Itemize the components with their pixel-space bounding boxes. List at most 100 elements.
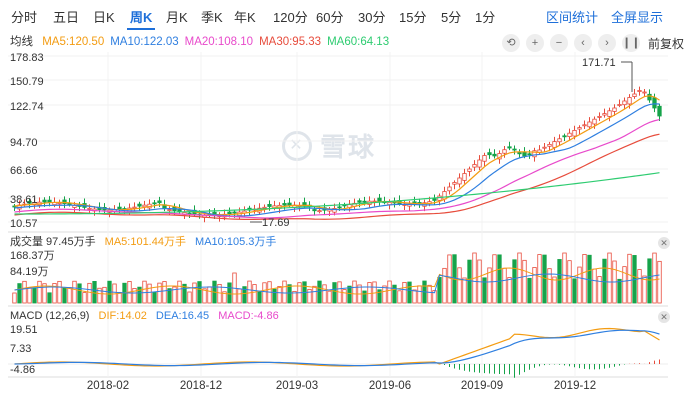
volume-ma5: MA5:101.44万手 (104, 236, 186, 248)
undo-icon[interactable]: ⟲ (501, 34, 520, 52)
volume-bar (272, 288, 277, 304)
candle (557, 138, 562, 143)
candle (542, 146, 547, 149)
candle (597, 116, 602, 118)
ma-line (14, 103, 660, 217)
tab-8[interactable]: 60分 (316, 10, 344, 25)
candle (607, 110, 612, 117)
volume-bar (552, 276, 557, 304)
volume-bar (92, 281, 97, 304)
macd-title: MACD (12,26,9) (10, 310, 90, 322)
fq-select[interactable]: 前复权 (647, 36, 684, 51)
macd-dif-line (14, 327, 660, 367)
volume-bar (547, 268, 552, 304)
tab-4[interactable]: 月K (166, 10, 188, 25)
volume-bar (182, 283, 187, 304)
tab-10[interactable]: 15分 (399, 10, 427, 25)
volume-title: 成交量 97.45万手 (10, 236, 96, 248)
tab-7[interactable]: 120分 (273, 10, 308, 25)
tab-12[interactable]: 1分 (475, 10, 496, 25)
minus-icon[interactable]: − (549, 34, 568, 52)
high-label: 171.71 (582, 57, 616, 69)
volume-bar (637, 269, 642, 304)
candle (132, 206, 137, 209)
volume-bar (277, 286, 282, 304)
tab-9[interactable]: 30分 (358, 10, 386, 25)
close-volume-icon[interactable]: ✕ (658, 237, 670, 249)
volume-bar (262, 282, 267, 304)
volume-bar (492, 254, 497, 304)
volume-bar (352, 280, 357, 304)
candle (657, 105, 662, 117)
volume-bar (522, 259, 527, 304)
candle (552, 141, 557, 148)
volume-bar (387, 280, 392, 304)
volume-bar (407, 281, 412, 304)
candle (632, 93, 637, 97)
volume-bar (447, 254, 452, 304)
candle (152, 202, 157, 205)
close-macd-icon[interactable]: ✕ (658, 311, 670, 323)
candle (507, 146, 512, 149)
volume-bar (597, 276, 602, 304)
volume-bar (332, 282, 337, 304)
tab-6[interactable]: 年K (234, 10, 256, 25)
macd-axis-label: 19.51 (10, 324, 38, 336)
tab-1[interactable]: 五日 (53, 10, 80, 25)
x-axis-label: 2019-12 (553, 380, 597, 392)
candle (502, 149, 507, 154)
interval-stats-link[interactable]: 区间统计 (546, 10, 599, 25)
volume-bar (462, 277, 467, 304)
candle (47, 199, 52, 203)
volume-bar (82, 292, 87, 304)
tab-0[interactable]: 分时 (11, 10, 38, 25)
candle (357, 200, 362, 203)
candle (57, 202, 62, 205)
volume-bar (347, 285, 352, 304)
ma-line (14, 95, 660, 216)
volume-bar (97, 287, 102, 304)
ma60-line (14, 172, 660, 215)
volume-bar (162, 281, 167, 304)
volume-bar (457, 267, 462, 304)
period-tabs: 分时 五日 日K 周K 月K 季K 年K 120分 60分 30分 15分 5分 1分 (0, 0, 692, 34)
prev-icon[interactable]: ‹ (573, 34, 592, 52)
volume-bar (292, 290, 297, 304)
plus-icon[interactable]: + (525, 34, 544, 52)
pause-icon[interactable]: ❙❙ (621, 34, 640, 52)
next-icon[interactable]: › (597, 34, 616, 52)
ma-label: 均线 (10, 36, 33, 48)
tab-5[interactable]: 季K (201, 10, 223, 25)
volume-bar (482, 277, 487, 304)
x-axis-label: 2019-06 (368, 380, 412, 392)
volume-bar (622, 266, 627, 304)
fullscreen-link[interactable]: 全屏显示 (611, 10, 664, 25)
volume-bar (322, 284, 327, 304)
volume-bar (72, 280, 77, 304)
volume-bar (607, 252, 612, 304)
volume-bar (562, 252, 567, 304)
ma-item-4: MA60:64.13 (327, 36, 390, 48)
candle (547, 143, 552, 147)
volume-ma10-line (14, 273, 660, 294)
candle (227, 211, 232, 215)
volume-bar (592, 268, 597, 304)
volume-bar (247, 280, 252, 304)
x-axis-label: 2019-09 (460, 380, 504, 392)
candle (262, 206, 267, 209)
candle (572, 129, 577, 137)
volume-bar (487, 267, 492, 304)
tab-2[interactable]: 日K (93, 10, 115, 25)
volume-bar (577, 266, 582, 304)
volume-bar (627, 253, 632, 304)
candle (442, 191, 447, 200)
volume-bar (22, 280, 27, 304)
macd-axis-label: -4.86 (10, 364, 36, 376)
volume-bar (427, 284, 432, 304)
candle (472, 164, 477, 168)
tab-3[interactable]: 周K (127, 8, 156, 30)
volume-bar (27, 287, 32, 304)
ma-line (14, 133, 660, 221)
tab-11[interactable]: 5分 (441, 10, 462, 25)
